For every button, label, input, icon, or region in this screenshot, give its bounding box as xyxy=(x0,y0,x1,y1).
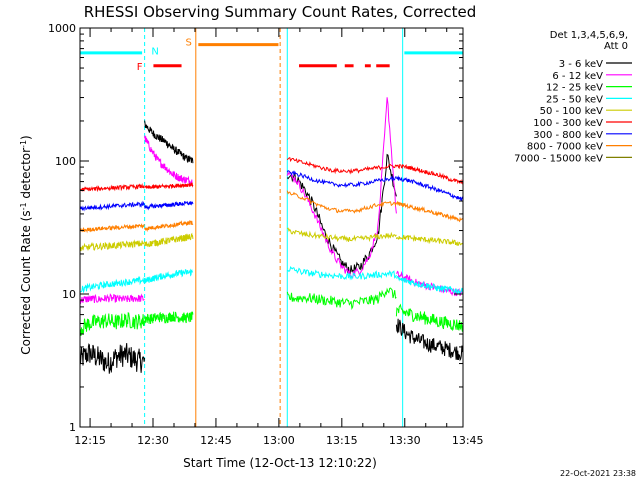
y-tick-label: 100 xyxy=(55,155,76,168)
series-6-segment-2 xyxy=(286,170,397,189)
series-7-segment-1 xyxy=(144,219,194,233)
legend-label: 12 - 25 keV xyxy=(546,83,603,94)
x-axis: 12:15 12:30 12:45 13:00 13:15 13:30 13:45 xyxy=(74,28,484,447)
series-1-segment-2 xyxy=(286,97,397,279)
series-7-segment-3 xyxy=(396,200,463,223)
series-6-segment-1 xyxy=(144,200,194,211)
y-axis: 1 10 100 1000 xyxy=(48,22,463,434)
legend-label: 6 - 12 keV xyxy=(552,71,603,82)
y-axis-label-mid: detector xyxy=(19,148,33,203)
series-3-segment-2 xyxy=(287,266,397,281)
series-6-segment-3 xyxy=(395,175,463,201)
x-tick-label: 12:45 xyxy=(200,434,232,447)
series-5-segment-0 xyxy=(80,183,145,193)
series-4-segment-1 xyxy=(144,232,194,248)
series-4-segment-2 xyxy=(287,227,397,243)
series-5-segment-2 xyxy=(286,157,397,175)
x-tick-label: 13:00 xyxy=(263,434,295,447)
series-3-segment-0 xyxy=(80,275,146,294)
legend-label: 100 - 300 keV xyxy=(533,118,603,129)
series-1-segment-0 xyxy=(80,293,145,304)
y-axis-label: Corrected Count Rate (s-1 detector-1) xyxy=(19,135,34,354)
y-axis-label-sup1: -1 xyxy=(19,202,28,210)
flag-label-2: S xyxy=(185,38,191,49)
y-tick-label: 1 xyxy=(69,421,76,434)
flag-label-1: F xyxy=(137,62,143,73)
legend-label: 3 - 6 keV xyxy=(559,59,603,70)
legend-header-line: Det 1,3,4,5,6,9, xyxy=(550,30,628,41)
series-0-segment-3 xyxy=(395,318,463,362)
chart-title: RHESSI Observing Summary Count Rates, Co… xyxy=(84,3,477,21)
y-axis-label-sup2: -1 xyxy=(19,140,28,148)
series-4-segment-3 xyxy=(395,234,463,247)
series-5-segment-3 xyxy=(395,163,463,186)
series-2-segment-1 xyxy=(144,311,194,325)
series-3-segment-3 xyxy=(395,275,463,296)
legend-label: 50 - 100 keV xyxy=(540,106,604,117)
y-axis-label-main: Corrected Count Rate (s xyxy=(19,210,33,354)
legend-label: 800 - 7000 keV xyxy=(527,142,603,153)
x-tick-label: 12:30 xyxy=(137,434,169,447)
series-2-segment-0 xyxy=(80,312,146,336)
x-tick-label: 12:15 xyxy=(74,434,106,447)
flag-label-0: N xyxy=(151,46,158,57)
series-2-segment-2 xyxy=(286,287,397,310)
x-tick-label: 13:15 xyxy=(326,434,358,447)
plot-frame xyxy=(79,27,464,428)
series-1-segment-1 xyxy=(144,135,194,187)
timestamp: 22-Oct-2021 23:38 xyxy=(560,469,636,478)
plot-area xyxy=(80,28,463,427)
legend-label: 300 - 800 keV xyxy=(533,130,603,141)
legend-label: 25 - 50 keV xyxy=(546,94,603,105)
x-tick-label: 13:30 xyxy=(389,434,421,447)
series-0-segment-1 xyxy=(144,120,194,164)
series-5-segment-1 xyxy=(144,182,194,190)
series-3-segment-1 xyxy=(144,268,194,284)
series-0-segment-0 xyxy=(80,343,146,374)
legend-label: 7000 - 15000 keV xyxy=(514,153,603,164)
y-tick-label: 10 xyxy=(62,288,76,301)
series-7-segment-2 xyxy=(286,190,397,214)
x-axis-label: Start Time (12-Oct-13 12:10:22) xyxy=(183,456,377,470)
series-7-segment-0 xyxy=(80,223,145,234)
y-axis-label-close: ) xyxy=(19,135,33,140)
series-4-segment-0 xyxy=(80,239,146,252)
series-2-segment-3 xyxy=(395,303,463,332)
series-0-segment-2 xyxy=(286,153,397,275)
x-tick-label: 13:45 xyxy=(452,434,484,447)
legend-header-line: Att 0 xyxy=(604,41,628,52)
y-tick-label: 1000 xyxy=(48,22,76,35)
series-6-segment-0 xyxy=(80,200,145,212)
